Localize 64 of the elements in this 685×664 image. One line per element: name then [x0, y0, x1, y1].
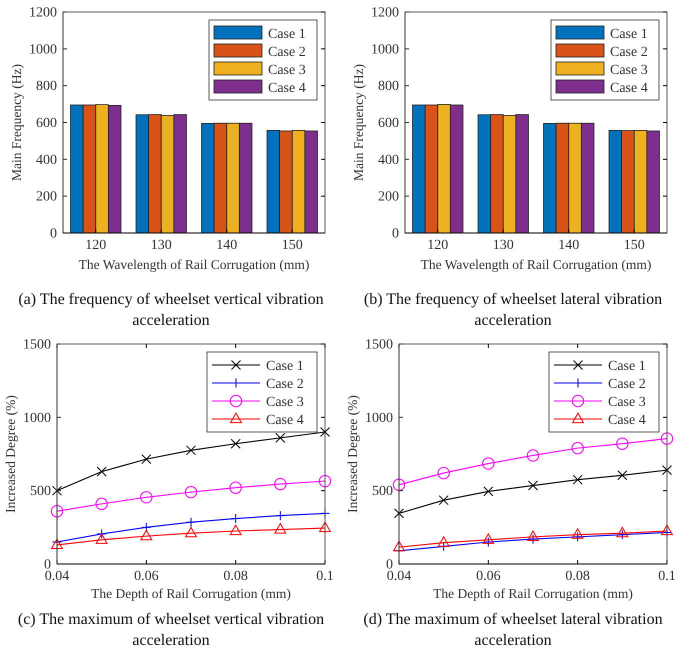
x-axis-title: The Wavelength of Rail Corrugation (mm): [420, 257, 652, 272]
y-tick-label: 500: [30, 484, 51, 500]
x-tick-label: 0.08: [223, 568, 248, 584]
x-tick-label: 130: [492, 238, 514, 253]
y-tick-label: 1000: [365, 410, 393, 426]
y-tick-label: 1000: [29, 42, 57, 58]
y-axis-title: Main Frequency (Hz): [9, 64, 24, 181]
legend-label: Case 2: [266, 377, 304, 392]
legend-label: Case 2: [268, 45, 306, 60]
x-tick-label: 0.06: [134, 568, 159, 584]
y-tick-label: 200: [378, 190, 399, 205]
legend-label: Case 3: [268, 63, 306, 78]
x-axis-title: The Wavelength of Rail Corrugation (mm): [78, 257, 310, 272]
y-tick-label: 800: [36, 79, 57, 94]
legend-label: Case 3: [610, 63, 648, 78]
x-tick-label: 120: [427, 238, 448, 253]
x-tick-label: 150: [282, 238, 303, 253]
y-tick-label: 0: [392, 226, 399, 242]
y-tick-label: 1500: [23, 337, 51, 352]
y-tick-label: 800: [378, 79, 399, 94]
legend-label: Case 3: [266, 395, 304, 410]
y-axis-title: Main Frequency (Hz): [351, 64, 366, 181]
legend-label: Case 4: [266, 413, 304, 428]
y-tick-label: 400: [378, 152, 399, 168]
y-axis-title: Increased Degree (%): [3, 395, 18, 513]
x-tick-label: 0.04: [386, 568, 412, 584]
legend-label: Case 4: [610, 81, 648, 96]
legend-label: Case 1: [608, 359, 646, 374]
text: (d) The maximum of wheelset lateral vibration acceleration: [363, 611, 663, 649]
legend-label: Case 4: [608, 413, 646, 428]
y-tick-label: 200: [36, 190, 57, 205]
x-tick-label: 0.1: [316, 568, 334, 584]
x-axis-title: The Depth of Rail Corrugation (mm): [433, 586, 633, 601]
y-tick-label: 1000: [371, 42, 399, 58]
y-tick-label: 1000: [23, 410, 51, 426]
x-tick-label: 150: [624, 238, 645, 253]
legend-label: Case 1: [268, 27, 306, 42]
x-axis-title: The Depth of Rail Corrugation (mm): [91, 586, 291, 601]
x-tick-label: 120: [85, 238, 106, 253]
y-tick-label: 600: [36, 116, 57, 131]
text: (b) The frequency of wheelset lateral vibration acceleration: [364, 291, 662, 329]
legend-label: Case 4: [268, 81, 306, 96]
legend-label: Case 3: [608, 395, 646, 410]
y-tick-label: 1200: [371, 5, 399, 20]
y-tick-label: 0: [50, 226, 57, 242]
x-tick-label: 0.06: [476, 568, 501, 584]
y-tick-label: 400: [36, 152, 57, 168]
y-axis-title: Increased Degree (%): [345, 395, 360, 513]
legend-label: Case 2: [608, 377, 646, 392]
legend-label: Case 2: [610, 45, 648, 60]
x-tick-label: 0.04: [44, 568, 70, 584]
y-tick-label: 500: [372, 484, 393, 500]
legend-label: Case 1: [266, 359, 304, 374]
text: (c) The maximum of wheelset vertical vibration acceleration: [18, 611, 324, 649]
y-tick-label: 600: [378, 116, 399, 131]
legend-label: Case 1: [610, 27, 648, 42]
x-tick-label: 130: [150, 238, 172, 253]
x-tick-label: 140: [216, 238, 238, 253]
x-tick-label: 0.08: [565, 568, 590, 584]
text: (a) The frequency of wheelset vertical vibration acceleration: [18, 291, 324, 329]
y-tick-label: 1200: [29, 5, 57, 20]
x-tick-label: 0.1: [658, 568, 676, 584]
y-tick-label: 1500: [365, 337, 393, 352]
x-tick-label: 140: [558, 238, 580, 253]
